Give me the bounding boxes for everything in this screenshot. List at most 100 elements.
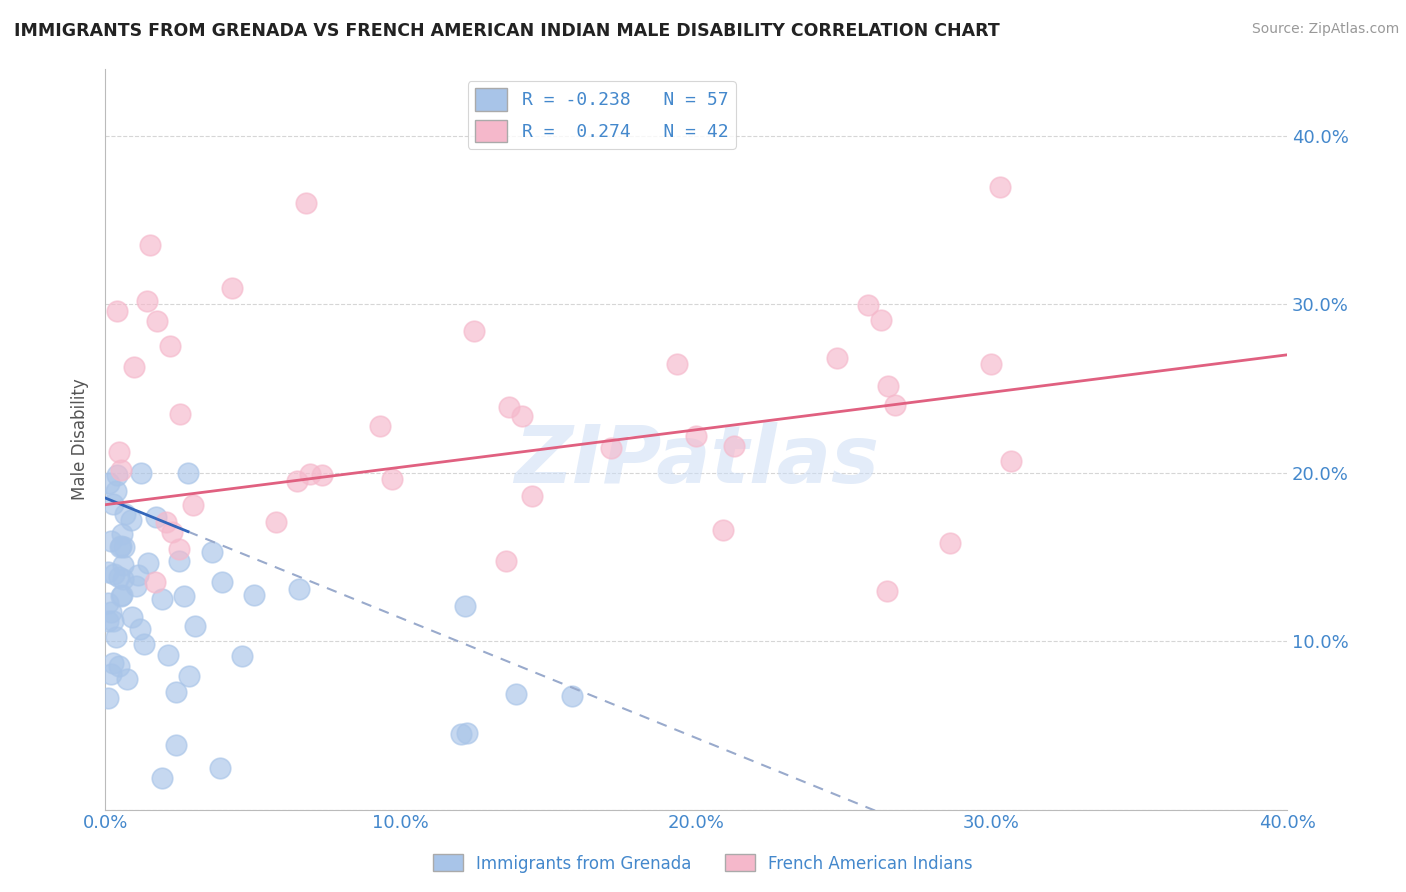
- Point: [111, 527, 134, 541]
- Point: [110, 589, 132, 603]
- Point: [159, 339, 181, 353]
- Point: [97, 691, 120, 706]
- Point: [166, 685, 188, 699]
- Point: [155, 515, 177, 529]
- Point: [111, 558, 134, 572]
- Point: [150, 592, 173, 607]
- Point: [264, 516, 287, 530]
- Point: [167, 554, 190, 568]
- Point: [127, 567, 149, 582]
- Point: [311, 468, 333, 483]
- Point: [101, 497, 124, 511]
- Point: [723, 439, 745, 453]
- Text: Source: ZipAtlas.com: Source: ZipAtlas.com: [1251, 22, 1399, 37]
- Point: [495, 554, 517, 568]
- Point: [208, 761, 231, 775]
- Point: [105, 468, 128, 483]
- Point: [827, 351, 849, 365]
- Point: [181, 498, 204, 512]
- Text: IMMIGRANTS FROM GRENADA VS FRENCH AMERICAN INDIAN MALE DISABILITY CORRELATION CH: IMMIGRANTS FROM GRENADA VS FRENCH AMERIC…: [14, 22, 1000, 40]
- Point: [104, 630, 127, 644]
- Point: [177, 669, 200, 683]
- Point: [145, 510, 167, 524]
- Point: [173, 589, 195, 603]
- Point: [100, 605, 122, 619]
- Legend: Immigrants from Grenada, French American Indians: Immigrants from Grenada, French American…: [426, 847, 980, 880]
- Point: [883, 398, 905, 412]
- Point: [858, 297, 880, 311]
- Point: [100, 534, 122, 549]
- Point: [184, 618, 207, 632]
- Legend: R = -0.238   N = 57, R =  0.274   N = 42: R = -0.238 N = 57, R = 0.274 N = 42: [468, 81, 735, 149]
- Point: [108, 659, 131, 673]
- Point: [299, 467, 322, 482]
- Point: [121, 610, 143, 624]
- Point: [132, 637, 155, 651]
- Point: [877, 379, 900, 393]
- Point: [988, 180, 1011, 194]
- Point: [120, 513, 142, 527]
- Point: [221, 281, 243, 295]
- Point: [231, 649, 253, 664]
- Point: [124, 579, 146, 593]
- Point: [169, 407, 191, 421]
- Point: [165, 738, 187, 752]
- Point: [108, 444, 131, 458]
- Point: [980, 357, 1002, 371]
- Point: [498, 400, 520, 414]
- Point: [454, 599, 477, 613]
- Text: ZIPatlas: ZIPatlas: [513, 422, 879, 500]
- Point: [103, 566, 125, 581]
- Point: [295, 196, 318, 211]
- Point: [711, 523, 734, 537]
- Point: [456, 725, 478, 739]
- Point: [939, 536, 962, 550]
- Point: [97, 596, 120, 610]
- Point: [600, 441, 623, 455]
- Point: [150, 771, 173, 785]
- Y-axis label: Male Disability: Male Disability: [72, 378, 89, 500]
- Point: [242, 588, 264, 602]
- Point: [103, 656, 125, 670]
- Point: [112, 573, 135, 587]
- Point: [505, 687, 527, 701]
- Point: [100, 666, 122, 681]
- Point: [211, 574, 233, 589]
- Point: [510, 409, 533, 423]
- Point: [685, 428, 707, 442]
- Point: [167, 541, 190, 556]
- Point: [129, 466, 152, 480]
- Point: [146, 314, 169, 328]
- Point: [110, 539, 132, 553]
- Point: [97, 475, 120, 490]
- Point: [162, 525, 184, 540]
- Point: [288, 582, 311, 597]
- Point: [110, 463, 132, 477]
- Point: [1000, 454, 1022, 468]
- Point: [370, 419, 392, 434]
- Point: [101, 614, 124, 628]
- Point: [463, 324, 485, 338]
- Point: [136, 294, 159, 309]
- Point: [522, 489, 544, 503]
- Point: [114, 508, 136, 522]
- Point: [381, 472, 404, 486]
- Point: [97, 614, 120, 628]
- Point: [110, 588, 132, 602]
- Point: [201, 545, 224, 559]
- Point: [285, 474, 308, 488]
- Point: [136, 556, 159, 570]
- Point: [108, 541, 131, 555]
- Point: [177, 466, 200, 480]
- Point: [122, 359, 145, 374]
- Point: [105, 303, 128, 318]
- Point: [561, 690, 583, 704]
- Point: [665, 357, 688, 371]
- Point: [108, 570, 131, 584]
- Point: [115, 672, 138, 686]
- Point: [869, 312, 891, 326]
- Point: [876, 583, 898, 598]
- Point: [139, 238, 162, 252]
- Point: [143, 575, 166, 590]
- Point: [105, 483, 128, 498]
